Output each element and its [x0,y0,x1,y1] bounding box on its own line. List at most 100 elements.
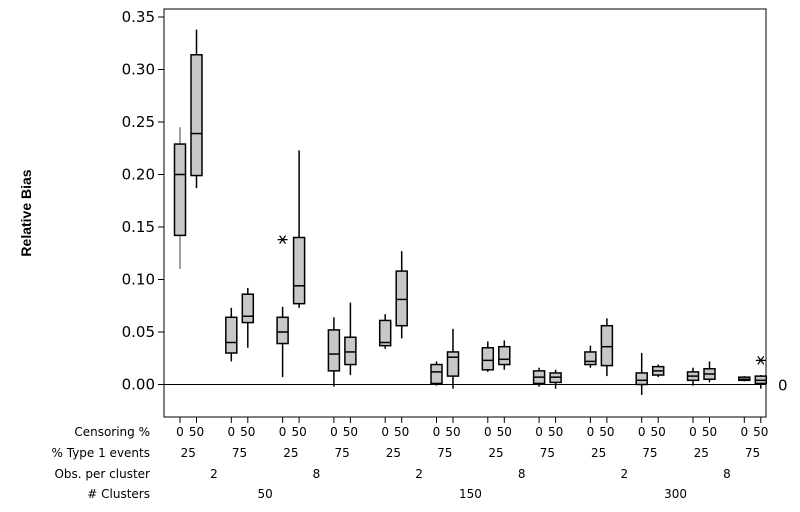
box-group [686,367,700,386]
type1-events-label: 25 [488,446,503,460]
y-tick-label: 0.20 [122,166,155,184]
clusters-label: 150 [459,487,482,501]
boxes [173,29,768,395]
y-tick-label: 0.35 [122,8,155,26]
type1-events-label: 25 [181,446,196,460]
box-group [292,150,306,308]
box-group [395,251,408,339]
type1-events-label: 75 [745,446,760,460]
zero-reference-label: 0 [778,377,788,395]
censoring-label: 0 [279,425,287,439]
censoring-label: 0 [587,425,595,439]
type1-events-label: 25 [591,446,606,460]
box-group [703,361,716,383]
box [600,324,614,367]
box-group [549,369,562,389]
type1-events-label: 75 [437,446,452,460]
box [498,345,511,366]
box-group [327,317,341,387]
box-group [190,29,203,189]
censoring-label: 50 [445,425,460,439]
box-group [498,340,511,370]
box [635,372,648,386]
box-group [173,127,187,269]
box-group [738,376,751,382]
factor-row-label: # Clusters [87,487,150,501]
censoring-label: 0 [484,425,492,439]
outlier-marker [277,235,288,244]
box [225,316,238,354]
censoring-label: 50 [753,425,768,439]
type1-events-label: 75 [642,446,657,460]
box [276,316,289,345]
box-group [600,318,614,377]
box-group [635,353,648,395]
censoring-label: 0 [535,425,543,439]
box-group [446,328,460,389]
censoring-label: 50 [702,425,717,439]
y-axis: 0.00 0.05 0.10 0.15 0.20 0.25 0.30 0.35 [122,8,164,394]
censoring-label: 0 [433,425,441,439]
censoring-label: 50 [548,425,563,439]
censoring-label: 0 [176,425,184,439]
obs-per-cluster-label: 2 [620,467,628,481]
box [395,270,408,327]
censoring-label: 50 [343,425,358,439]
censoring-label: 50 [291,425,306,439]
box-group [344,302,357,376]
box-group [584,345,597,368]
x-axis-factor-table: Censoring % % Type 1 events Obs. per clust… [52,417,768,501]
clusters-label: 300 [664,487,687,501]
y-axis-title: Relative Bias [18,169,34,256]
obs-per-cluster-label: 2 [210,467,218,481]
y-tick-label: 0.15 [122,218,155,236]
censoring-label: 0 [381,425,389,439]
y-tick-label: 0.00 [122,376,155,394]
box [430,363,443,385]
type1-events-label: 75 [335,446,350,460]
factor-row-label: % Type 1 events [52,446,150,460]
box-group [481,341,495,372]
box [446,351,460,377]
box [327,329,341,372]
box [292,236,306,305]
box-group [430,361,443,386]
censoring-label: 50 [497,425,512,439]
box-group [225,307,238,362]
box-group [651,364,665,378]
obs-per-cluster-label: 8 [518,467,526,481]
box-group [532,367,546,387]
box [481,347,495,371]
y-tick-label: 0.10 [122,271,155,289]
box [378,319,392,347]
box [190,54,203,177]
censoring-label: 0 [330,425,338,439]
factor-row-label: Censoring % [74,425,150,439]
factor-row-label: Obs. per cluster [54,467,150,481]
obs-per-cluster-label: 8 [723,467,731,481]
censoring-label: 0 [227,425,235,439]
box-group [754,355,768,389]
box [241,293,255,324]
box-group [378,314,392,349]
censoring-label: 50 [189,425,204,439]
box [344,336,357,366]
y-tick-label: 0.25 [122,113,155,131]
type1-events-label: 25 [386,446,401,460]
censoring-label: 50 [240,425,255,439]
box-group [241,287,255,348]
censoring-label: 50 [599,425,614,439]
type1-events-label: 25 [694,446,709,460]
censoring-label: 50 [651,425,666,439]
obs-per-cluster-label: 8 [313,467,321,481]
plot-frame [163,8,767,418]
y-tick-label: 0.05 [122,323,155,341]
type1-events-label: 75 [232,446,247,460]
clusters-label: 50 [258,487,273,501]
censoring-label: 0 [638,425,646,439]
type1-events-label: 25 [283,446,298,460]
type1-events-label: 75 [540,446,555,460]
censoring-label: 0 [740,425,748,439]
outlier-marker [755,355,766,365]
